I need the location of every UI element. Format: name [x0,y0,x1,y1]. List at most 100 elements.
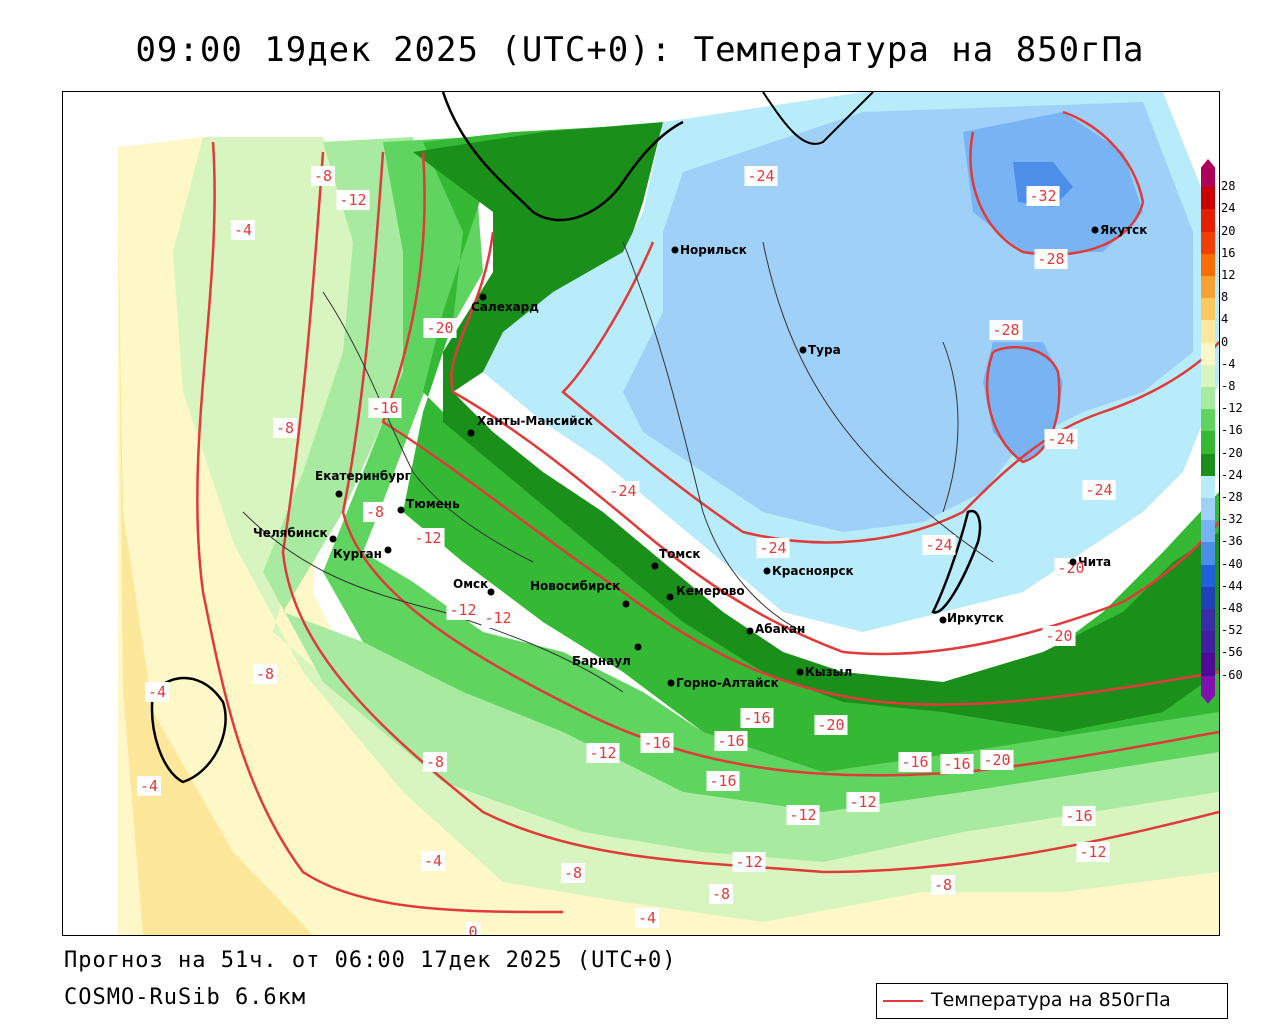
contour-label: -4 [148,683,166,701]
field-outside-w [63,92,118,935]
isotherm-minus4 [196,141,564,914]
colorbar-segment [1201,498,1215,521]
contour-label: -4 [140,777,158,795]
colorbar-tick-label: -12 [1221,401,1243,416]
colorbar-segment [1201,431,1215,454]
colorbar-segment [1201,276,1215,299]
contour-label-box [481,608,515,628]
colorbar-segment [1201,675,1215,704]
city-label: Норильск [680,243,747,257]
colorbar-tick-label: -20 [1221,445,1243,460]
contour-label: -12 [589,744,616,762]
contour-label: -20 [983,751,1010,769]
contour-label-box [1054,558,1088,578]
contour-label: -4 [638,909,656,927]
colorbar-segment [1201,187,1215,210]
contour-label: -16 [371,399,398,417]
legend-line-swatch [883,1000,923,1002]
region-border-2 [622,241,804,633]
city-label: Иркутск [947,611,1004,625]
city-label: Курган [333,547,382,561]
colorbar-segment [1201,387,1215,410]
contour-label-box [1026,186,1060,206]
isotherm-minus8 [281,151,1219,874]
contour-label: -24 [1085,481,1112,499]
colorbar-tick-label: -4 [1221,356,1236,371]
colorbar-segment [1201,564,1215,587]
boundaries [150,92,994,784]
colorbar-tick-label: 8 [1221,290,1229,305]
city-dot [671,246,679,254]
city-dot [1069,558,1077,566]
city-dot [1091,226,1099,234]
isotherm-minus28a [969,110,1145,256]
isotherms [196,110,1219,914]
map-area[interactable]: -4 -8 -12 -8 -20 -16 -24 -32 -28 -28 -24 -24 -24 -12-… [62,91,1220,936]
contour-label-box [814,715,848,735]
city-dot [397,506,405,514]
contour-label-box [446,600,480,620]
colorbar-tick-label: 28 [1221,179,1236,194]
isotherm-minus12 [341,151,1219,777]
field-cold-28b [983,342,1063,462]
city-label: Якутск [1100,223,1147,237]
contour-label-box [336,190,370,210]
coastline-2 [762,92,874,145]
contour-label: -20 [1045,627,1072,645]
contour-label: -24 [1047,430,1074,448]
temperature-fields [63,92,1219,935]
colorbar-segment [1201,653,1215,676]
contour-label-box [709,884,733,904]
forecast-info: Прогноз на 51ч. от 06:00 17дек 2025 (UTC… [64,948,677,973]
colorbar-tick-label: 16 [1221,245,1236,260]
colorbar-segment [1201,409,1215,432]
contour-label-box [1076,842,1110,862]
isotherm-minus24 [561,241,1219,544]
city-label: Чита [1078,555,1111,569]
contour-label-box [744,166,778,186]
contour-label: -24 [747,167,774,185]
isotherm-minus16 [381,151,1219,706]
city-dot [335,490,343,498]
contour-label: -28 [1037,250,1064,268]
city-dot [666,593,674,601]
contour-label-box [423,318,457,338]
contour-label: -8 [256,665,274,683]
contour-label-box [756,538,790,558]
colorbar-segment [1201,342,1215,365]
colorbar-tick-label: -40 [1221,556,1243,571]
contour-label-box [606,481,640,501]
city-label: Тюмень [406,497,460,511]
city-label: Новосибирск [530,579,620,593]
contour-label-box [980,750,1014,770]
map-legend: Температура на 850гПа [876,983,1228,1019]
colorbar-segment [1201,542,1215,565]
region-border-1 [322,291,534,563]
lake-baikal [931,509,982,614]
region-border-3 [762,241,994,563]
colorbar-tick-label: -36 [1221,534,1243,549]
city-dot [746,627,754,635]
contour-label-box [421,851,445,871]
contour-label: -12 [449,601,476,619]
contour-label-box [273,418,297,438]
colorbar-segment [1201,586,1215,609]
contour-label: -12 [1079,843,1106,861]
contour-label-box [423,752,447,772]
city-dot [622,600,630,608]
colorbar-segment [1201,475,1215,498]
city-markers: Салехард Норильск Тура Якутск Ханты-Мансийск… [253,223,1147,690]
colorbar-tick-label: -56 [1221,645,1243,660]
colorbar-tick-label: 0 [1221,334,1229,349]
colorbar-segment [1201,631,1215,654]
contour-label: -12 [735,853,762,871]
contour-label: -24 [925,536,952,554]
city-label: Омск [453,577,488,591]
contour-label-box [368,398,402,418]
contour-label-box [846,792,880,812]
colorbar-tick-label: -32 [1221,512,1243,527]
contour-label-box [586,743,620,763]
colorbar-segment [1201,159,1215,188]
colorbar-tick-label: -8 [1221,379,1236,393]
city-label: Горно-Алтайск [676,676,779,690]
